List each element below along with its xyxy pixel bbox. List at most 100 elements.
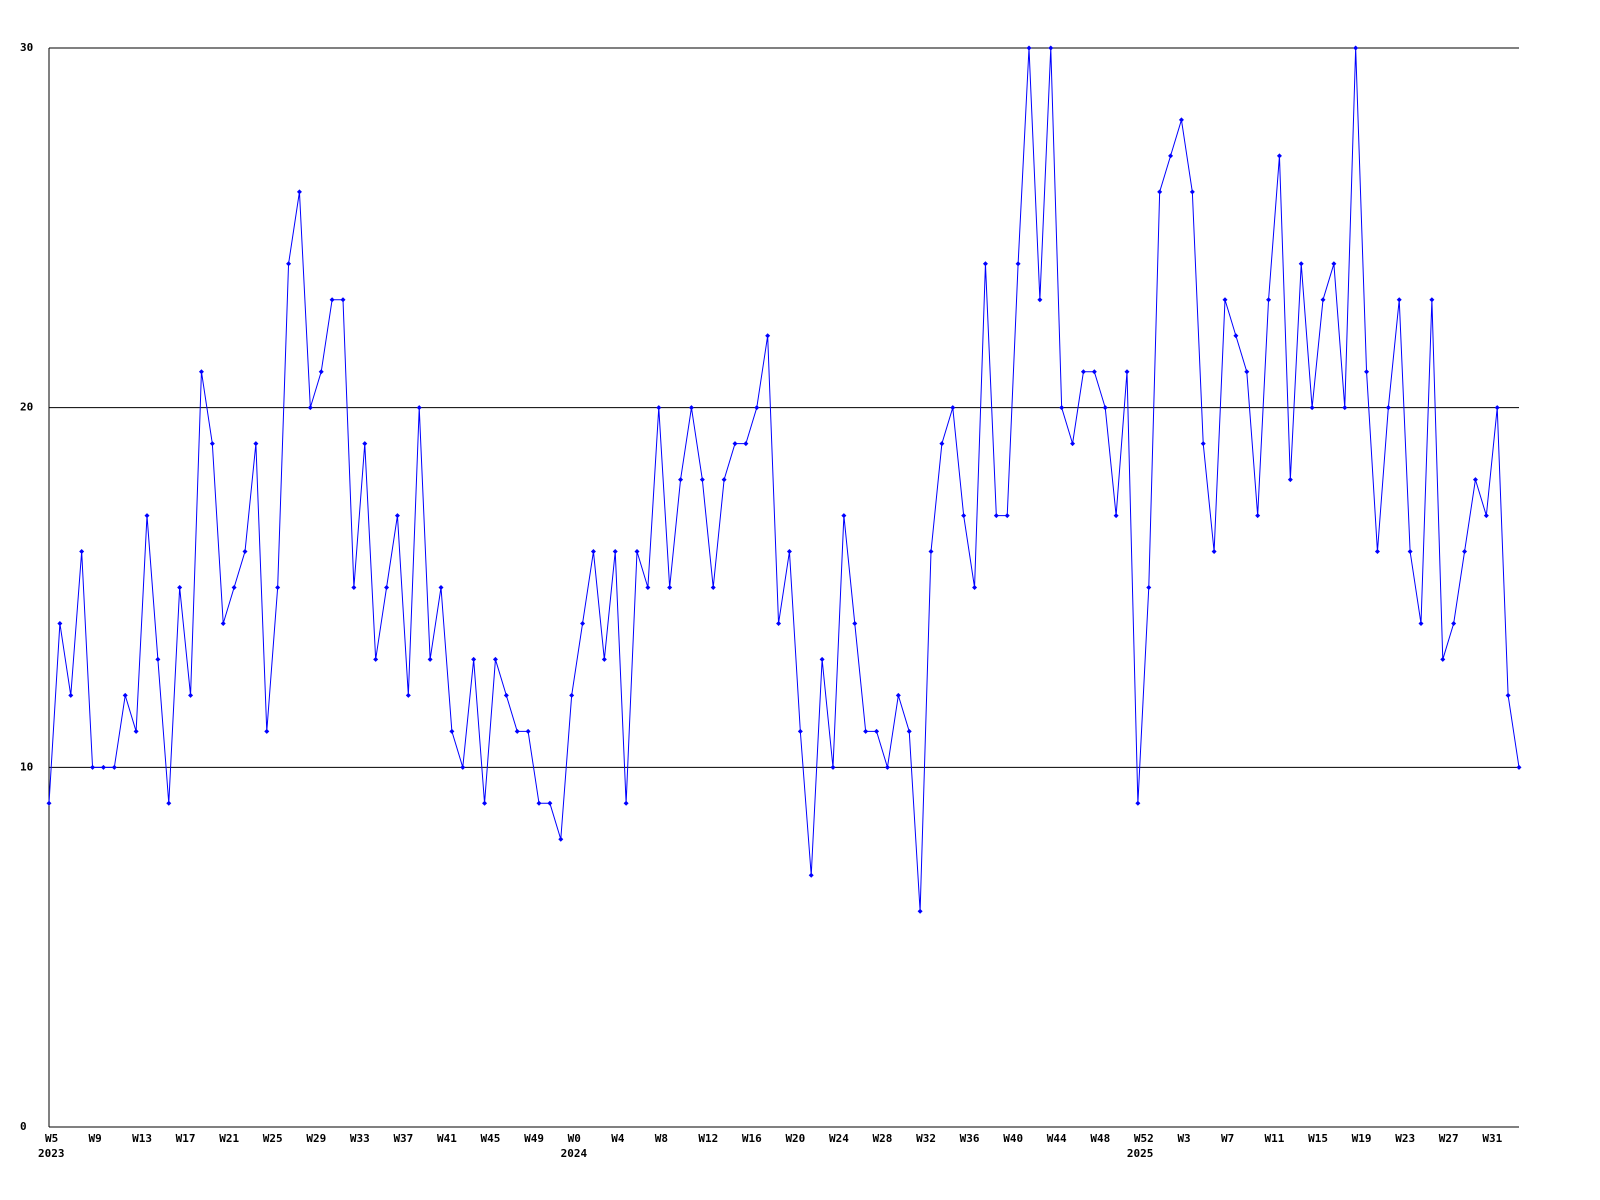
point-marker [612,549,618,555]
point-marker [590,549,596,555]
point-marker [786,549,792,555]
point-marker [438,585,444,590]
x-tick-label: W3 [1177,1132,1190,1145]
point-marker [1102,405,1108,411]
y-tick-label: 30 [20,41,33,54]
point-marker [1059,405,1065,411]
point-marker [503,692,509,698]
point-marker [961,513,967,519]
x-tick-label: W21 [219,1132,239,1145]
point-marker [220,620,226,626]
point-marker [939,441,945,447]
point-marker [264,728,270,734]
point-marker [1233,333,1239,339]
x-tick-label: W48 [1090,1132,1110,1145]
x-group-label: 2025 [1127,1147,1154,1160]
point-marker [286,261,292,267]
point-marker [1244,369,1250,375]
point-marker [296,189,302,195]
point-marker [1320,297,1326,303]
point-marker [830,764,836,770]
point-marker [1015,261,1021,267]
point-marker [1516,764,1522,770]
point-marker [1494,405,1500,411]
x-tick-label: W17 [176,1132,196,1145]
point-marker [100,764,106,770]
point-marker [678,477,684,483]
point-marker [765,333,771,339]
point-marker [525,728,531,734]
point-marker [198,369,204,375]
point-marker [732,441,738,447]
x-tick-label: W49 [524,1132,544,1145]
x-tick-label: W36 [960,1132,980,1145]
point-marker [1124,369,1130,375]
point-marker [982,261,988,267]
x-tick-label: W24 [829,1132,849,1145]
x-tick-label: W32 [916,1132,936,1145]
point-marker [917,908,923,914]
point-marker [1505,692,1511,698]
point-marker [1157,189,1163,195]
point-marker [449,728,455,734]
point-marker [645,585,651,590]
point-marker [1080,369,1086,375]
point-marker [776,620,782,626]
point-marker [68,692,74,698]
point-marker [688,405,694,411]
x-tick-label: W41 [437,1132,457,1145]
point-marker [427,656,433,662]
point-marker [1451,620,1457,626]
point-marker [166,800,172,806]
point-marker [928,549,934,555]
x-tick-label: W8 [655,1132,668,1145]
x-tick-label: W37 [393,1132,413,1145]
point-marker [1342,405,1348,411]
point-marker [808,872,814,878]
x-tick-label: W15 [1308,1132,1328,1145]
point-marker [710,585,716,590]
x-tick-label: W5 [45,1132,58,1145]
x-tick-label: W9 [89,1132,102,1145]
point-marker [111,764,117,770]
point-marker [405,692,411,698]
point-marker [1113,513,1119,519]
x-tick-label: W16 [742,1132,762,1145]
point-marker [972,585,978,590]
point-marker [318,369,324,375]
point-marker [895,692,901,698]
point-marker [601,656,607,662]
x-tick-label: W4 [611,1132,625,1145]
point-marker [155,656,161,662]
point-marker [623,800,629,806]
point-marker [231,585,237,590]
x-tick-label: W11 [1265,1132,1285,1145]
point-marker [547,800,553,806]
point-marker [373,656,379,662]
x-tick-label: W25 [263,1132,283,1145]
point-marker [1407,549,1413,555]
point-marker [1429,297,1435,303]
x-tick-label: W13 [132,1132,152,1145]
point-marker [906,728,912,734]
point-marker [841,513,847,519]
point-marker [351,585,357,590]
point-marker [699,477,705,483]
point-marker [133,728,139,734]
point-marker [1276,153,1282,159]
x-tick-label: W27 [1439,1132,1459,1145]
y-tick-label: 10 [20,760,33,773]
point-marker [122,692,128,698]
x-tick-label: W0 [568,1132,581,1145]
series-line [48,47,1520,912]
x-tick-label: W19 [1352,1132,1372,1145]
y-tick-label: 0 [20,1120,27,1133]
point-marker [1483,513,1489,519]
point-marker [57,620,63,626]
x-group-label: 2023 [38,1147,65,1160]
x-tick-label: W45 [481,1132,501,1145]
point-marker [1298,261,1304,267]
point-marker [384,585,390,590]
x-tick-label: W23 [1395,1132,1415,1145]
